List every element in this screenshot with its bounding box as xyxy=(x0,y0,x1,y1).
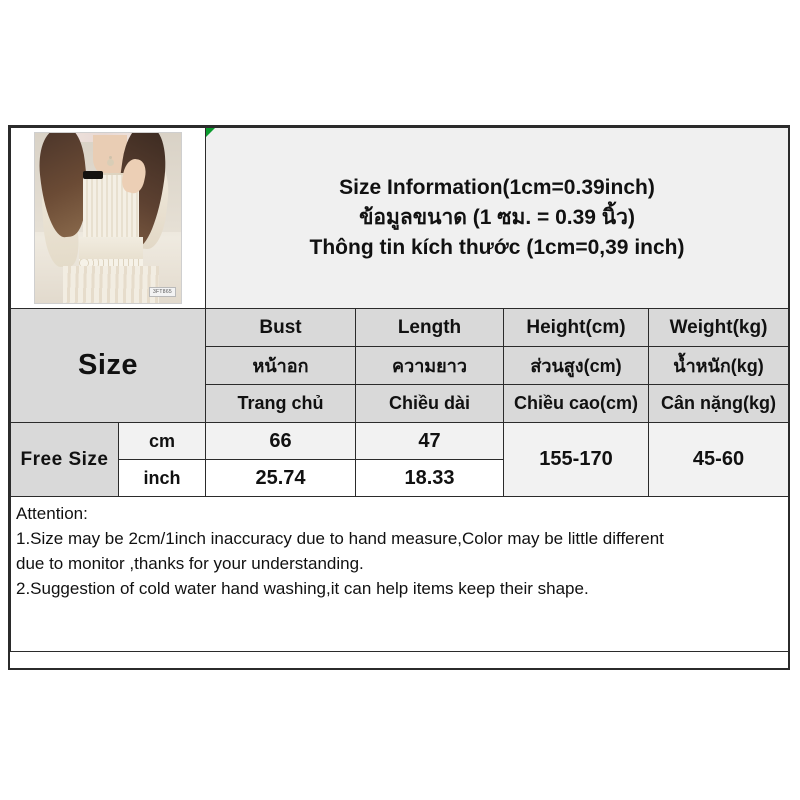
photo-watermark: 3FT865 xyxy=(148,287,176,297)
attention-note-1-line-2: due to monitor ,thanks for your understa… xyxy=(16,554,364,574)
product-photo-cell: 3FT865 xyxy=(10,127,206,309)
header-bust-vi: Trang chủ xyxy=(205,384,356,423)
cell-height-range: 155-170 xyxy=(503,422,649,497)
size-chart-frame: 3FT865 Size Information(1cm=0.39inch) ข้… xyxy=(8,125,790,670)
photo-bow-detail xyxy=(83,171,103,179)
header-length-en: Length xyxy=(355,308,504,347)
cell-weight-range: 45-60 xyxy=(647,422,790,497)
title-line-english: Size Information(1cm=0.39inch) xyxy=(339,176,655,200)
title-line-vietnamese: Thông tin kích thước (1cm=0,39 inch) xyxy=(309,235,685,259)
header-bust-th: หน้าอก xyxy=(205,346,356,385)
header-weight-th: น้ำหนัก(kg) xyxy=(647,346,790,385)
product-photo: 3FT865 xyxy=(34,132,182,304)
cell-bust-inch: 25.74 xyxy=(205,459,356,497)
attention-note-2: 2.Suggestion of cold water hand washing,… xyxy=(16,579,589,599)
cell-length-inch: 18.33 xyxy=(355,459,504,497)
header-bust-en: Bust xyxy=(205,308,356,347)
attention-note-1-line-1: 1.Size may be 2cm/1inch inaccuracy due t… xyxy=(16,529,664,549)
attention-notes: Attention: 1.Size may be 2cm/1inch inacc… xyxy=(9,496,790,652)
header-weight-vi: Cân nặng(kg) xyxy=(647,384,790,423)
header-height-en: Height(cm) xyxy=(503,308,649,347)
size-information-table: 3FT865 Size Information(1cm=0.39inch) ข้… xyxy=(9,127,790,652)
title-line-thai: ข้อมูลขนาด (1 ซม. = 0.39 นิ้ว) xyxy=(359,206,635,230)
header-length-th: ความยาว xyxy=(355,346,504,385)
cell-bust-cm: 66 xyxy=(205,422,356,460)
cell-length-cm: 47 xyxy=(355,422,504,460)
attention-heading: Attention: xyxy=(16,504,88,523)
table-row-cm: Free Size cm 66 47 155-170 45-60 xyxy=(10,422,790,497)
header-length-vi: Chiều dài xyxy=(355,384,504,423)
row-size-name: Free Size xyxy=(10,422,119,497)
header-weight-en: Weight(kg) xyxy=(647,308,790,347)
attention-row: Attention: 1.Size may be 2cm/1inch inacc… xyxy=(9,496,790,652)
row-unit-inch: inch xyxy=(118,459,206,497)
row-unit-cm: cm xyxy=(118,422,206,460)
header-row-vietnamese: Trang chủ Chiều dài Chiều cao(cm) Cân nặ… xyxy=(11,384,790,423)
size-information-title-cell: Size Information(1cm=0.39inch) ข้อมูลขนา… xyxy=(204,127,790,309)
size-column-label: Size xyxy=(10,308,206,423)
table-row-inch: inch 25.74 18.33 xyxy=(11,459,789,497)
header-row-english: Size Bust Length Height(cm) Weight(kg) xyxy=(10,308,790,423)
photo-pearl-trim xyxy=(79,259,143,268)
photo-necklace xyxy=(107,159,114,166)
header-height-th: ส่วนสูง(cm) xyxy=(503,346,649,385)
comment-marker-icon xyxy=(206,128,215,137)
photo-skirt xyxy=(63,266,159,303)
header-height-vi: Chiều cao(cm) xyxy=(503,384,649,423)
title-row: 3FT865 Size Information(1cm=0.39inch) ข้… xyxy=(10,127,790,309)
